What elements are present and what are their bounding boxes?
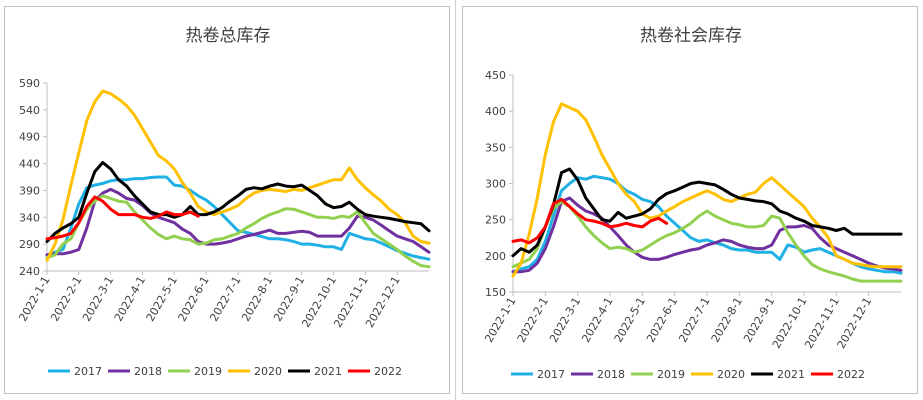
y-tick-label: 240	[19, 265, 40, 278]
x-tick-label: 2022-4-1	[112, 274, 148, 324]
x-tick-label: 2022-8-1	[239, 274, 275, 324]
legend-label-2022: 2022	[374, 365, 402, 378]
legend-label-2019: 2019	[194, 365, 222, 378]
x-tick-label: 2022-7-1	[207, 274, 243, 324]
series-line-2021	[45, 161, 431, 243]
series-line-2018	[45, 187, 431, 257]
legend-label-2017: 2017	[537, 368, 565, 381]
x-tick-label: 2022-9-1	[271, 274, 307, 324]
x-tick-label: 2022-9-1	[741, 295, 777, 345]
y-tick-label: 150	[485, 286, 506, 299]
series-line-2022	[511, 197, 669, 245]
chart-svg: 热卷社会库存1502002503003504004502022-1-12022-…	[482, 26, 903, 381]
x-tick-label: 2022-8-1	[709, 295, 745, 345]
legend-label-2022: 2022	[837, 368, 865, 381]
series-line-2020	[511, 102, 903, 278]
chart-svg: 热卷总库存2402903403904404905405902022-1-1202…	[16, 26, 431, 378]
legend-label-2020: 2020	[717, 368, 745, 381]
y-tick-label: 540	[19, 104, 40, 117]
x-tick-label: 2022-1-1	[482, 295, 518, 345]
chart-title: 热卷总库存	[186, 26, 271, 46]
y-tick-label: 250	[485, 214, 506, 227]
series-line-2019	[45, 194, 431, 269]
legend-label-2017: 2017	[74, 365, 102, 378]
y-tick-label: 450	[485, 69, 506, 82]
legend-label-2018: 2018	[597, 368, 625, 381]
y-tick-label: 400	[485, 105, 506, 118]
x-tick-label: 2022-7-1	[676, 295, 712, 345]
legend-label-2021: 2021	[777, 368, 805, 381]
y-tick-label: 300	[485, 178, 506, 191]
x-tick-label: 2022-3-1	[80, 274, 116, 324]
x-tick-label: 2022-3-1	[547, 295, 583, 345]
legend-label-2019: 2019	[657, 368, 685, 381]
series-line-2021	[511, 167, 903, 258]
chart-panel-social-inventory: 热卷社会库存 150 200 250 300 350 400 450 2022-1-1 2022-…	[462, 6, 918, 394]
series-line-2018	[511, 196, 903, 274]
y-tick-label: 200	[485, 250, 506, 263]
y-tick-label: 390	[19, 184, 40, 197]
x-tick-label: 2022-6-1	[644, 295, 680, 345]
legend-label-2020: 2020	[254, 365, 282, 378]
x-tick-label: 2022-4-1	[579, 295, 615, 345]
x-tick-label: 2022-2-1	[515, 295, 551, 345]
series-line-2017	[45, 175, 431, 261]
x-tick-label: 2022-2-1	[48, 274, 84, 324]
y-tick-label: 490	[19, 131, 40, 144]
legend-label-2021: 2021	[314, 365, 342, 378]
legend-label-2018: 2018	[134, 365, 162, 378]
chart-panel-total-inventory: 热卷总库存 240 290 340 390 440 490 540 590 2022-1-1 202…	[4, 6, 450, 394]
x-tick-label: 2022-6-1	[176, 274, 212, 324]
series-line-2022	[45, 195, 200, 241]
y-tick-label: 590	[19, 77, 40, 90]
y-tick-label: 350	[485, 141, 506, 154]
x-tick-label: 2022-5-1	[612, 295, 648, 345]
chart-title: 热卷社会库存	[640, 26, 742, 46]
x-tick-label: 2022-5-1	[144, 274, 180, 324]
y-tick-label: 340	[19, 211, 40, 224]
panel-divider	[455, 0, 456, 400]
series-line-2020	[45, 89, 431, 262]
y-tick-label: 290	[19, 238, 40, 251]
x-tick-label: 2022-1-1	[16, 274, 52, 324]
y-tick-label: 440	[19, 158, 40, 171]
series-line-2019	[511, 200, 903, 283]
